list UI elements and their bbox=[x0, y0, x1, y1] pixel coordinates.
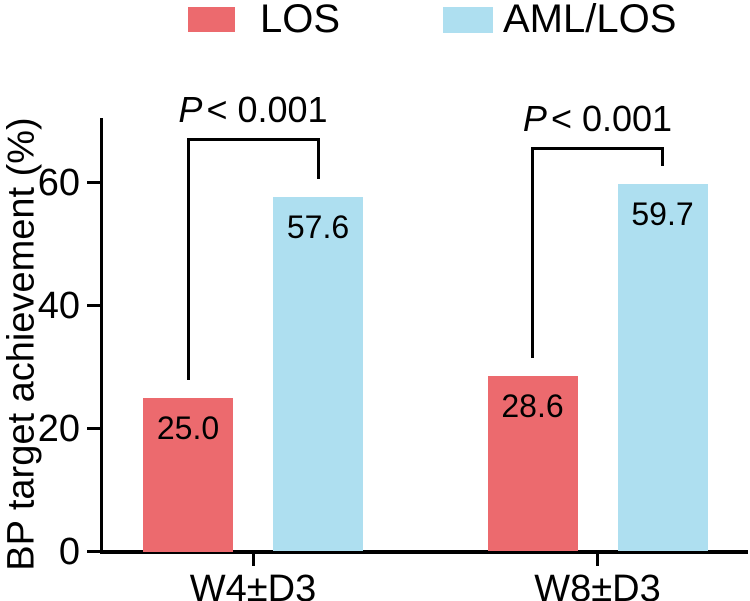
bar-amllos-0 bbox=[273, 197, 363, 552]
y-tick-mark bbox=[86, 304, 102, 307]
p-symbol: P bbox=[178, 89, 203, 130]
bar-los-1 bbox=[487, 375, 578, 552]
bar-value-label: 25.0 bbox=[156, 409, 220, 446]
y-tick-label: 20 bbox=[37, 407, 80, 450]
bar-value-label: 59.7 bbox=[631, 196, 694, 233]
bar-value-label: 57.6 bbox=[286, 209, 350, 246]
x-axis-line bbox=[100, 550, 748, 554]
bracket-horizontal bbox=[531, 147, 664, 150]
y-tick-label: 60 bbox=[37, 161, 80, 204]
bracket-right-leg bbox=[316, 138, 320, 180]
bar-amllos-1 bbox=[617, 184, 708, 552]
bar-los-0 bbox=[143, 397, 233, 552]
significance-label-w8: P < 0.001 bbox=[523, 101, 672, 137]
significance-label-w4: P < 0.001 bbox=[178, 92, 327, 128]
bracket-horizontal bbox=[186, 138, 320, 141]
y-tick-mark bbox=[86, 181, 102, 184]
p-symbol: P bbox=[522, 98, 547, 139]
x-tick-mark bbox=[251, 552, 255, 566]
y-tick-mark bbox=[86, 427, 102, 430]
y-tick-label: 0 bbox=[58, 530, 80, 573]
p-value-text: < 0.001 bbox=[206, 89, 328, 130]
y-axis-line bbox=[100, 118, 103, 554]
p-value-text: < 0.001 bbox=[550, 98, 673, 139]
legend-swatch-amllos bbox=[443, 7, 493, 33]
y-tick-label: 40 bbox=[37, 284, 80, 327]
bracket-left-leg bbox=[531, 147, 534, 358]
y-tick-mark bbox=[86, 550, 102, 553]
legend-label-los: LOS bbox=[260, 0, 341, 41]
x-tick-label-w8: W8±D3 bbox=[534, 568, 661, 601]
legend-label-amllos: AML/LOS bbox=[503, 0, 677, 41]
x-tick-label-w4: W4±D3 bbox=[189, 568, 317, 601]
x-tick-mark bbox=[596, 552, 599, 566]
legend-swatch-los bbox=[188, 7, 235, 32]
bracket-right-leg bbox=[661, 147, 664, 167]
bar-value-label: 28.6 bbox=[501, 387, 564, 424]
bracket-left-leg bbox=[186, 138, 190, 380]
